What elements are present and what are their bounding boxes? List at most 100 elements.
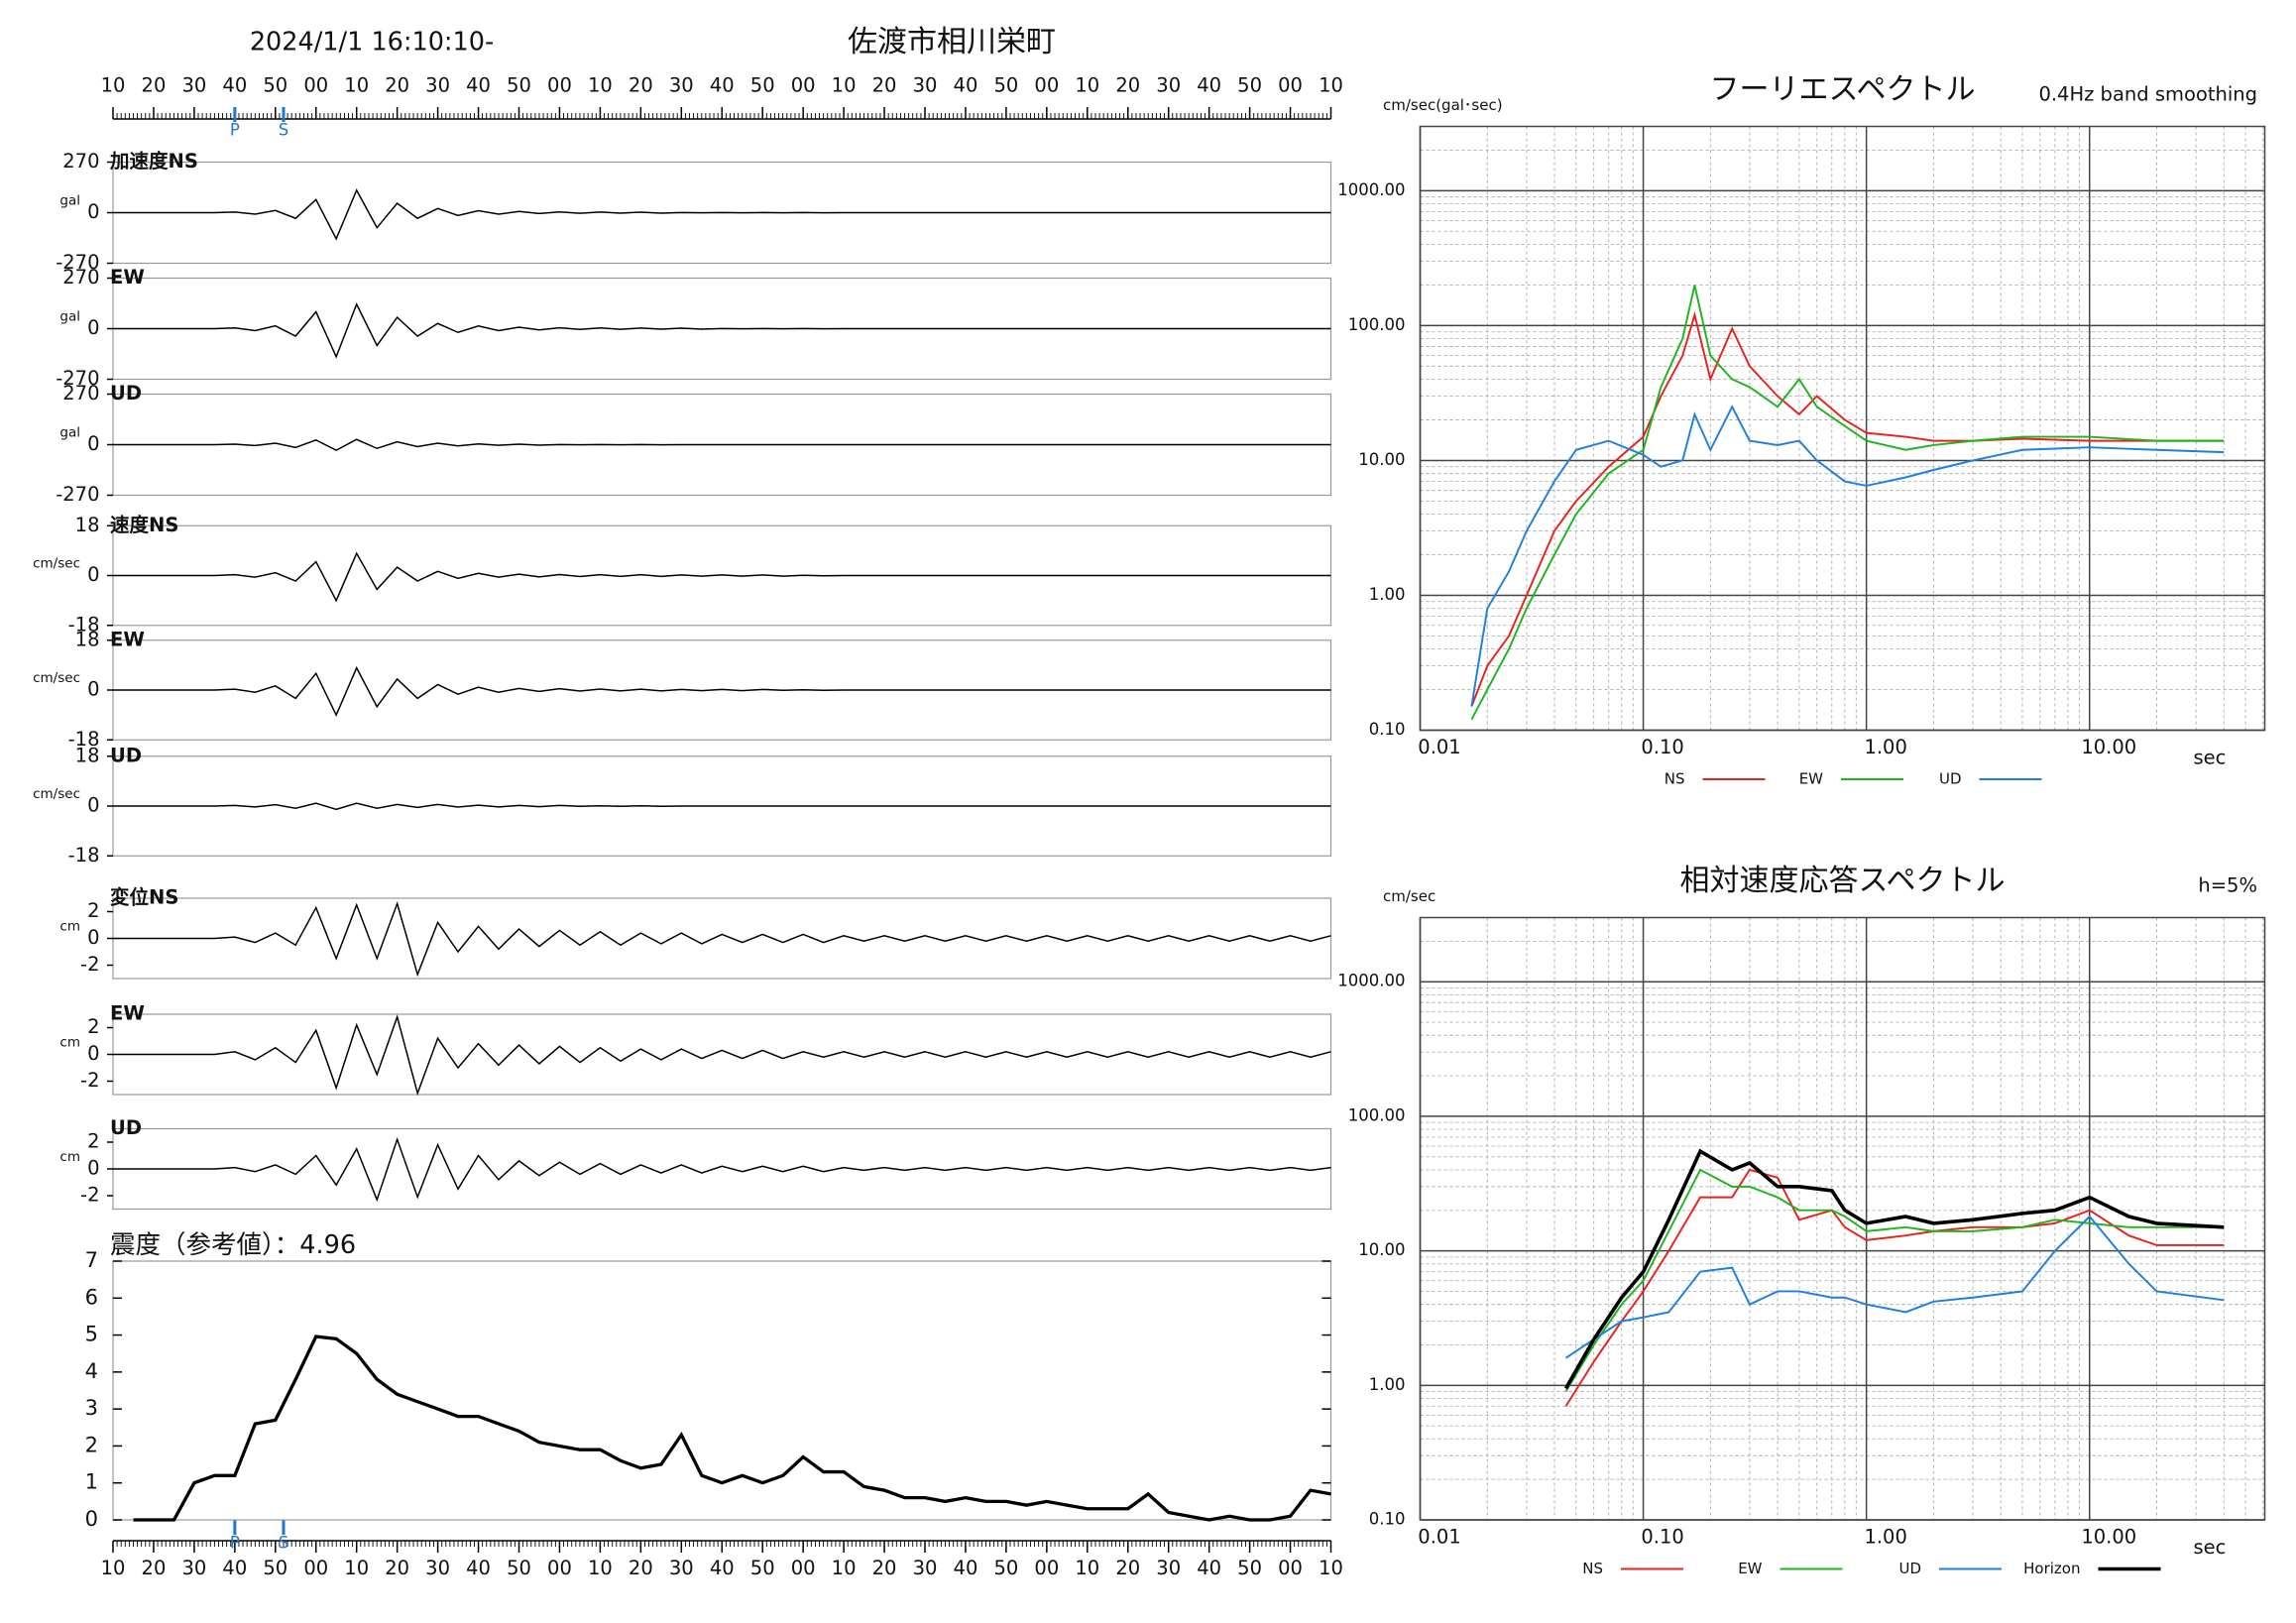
- x-tick-label: 10.00: [2081, 736, 2136, 758]
- y-tick-label: 0.10: [1369, 720, 1406, 739]
- x-tick-label: 00: [1278, 74, 1303, 97]
- unit-label: gal: [59, 193, 80, 209]
- phase-label: S: [279, 1534, 288, 1553]
- x-tick-label: 50: [750, 74, 775, 97]
- legend-label: NS: [1582, 1560, 1603, 1577]
- waveform: [113, 438, 1331, 452]
- y-tick-label: 18: [75, 744, 100, 766]
- x-tick-label: 20: [1115, 1557, 1140, 1579]
- y-tick-label: 18: [75, 628, 100, 650]
- plot-frame: [1419, 125, 2266, 732]
- panel-label: EW: [110, 266, 145, 289]
- x-tick-label: 0.01: [1418, 736, 1460, 758]
- panel-frame: [112, 1013, 1332, 1096]
- y-tick-label: 0: [87, 432, 99, 455]
- x-tick-label: 10: [344, 1557, 369, 1579]
- x-tick-label: 00: [791, 1557, 816, 1579]
- panel-label: UD: [110, 744, 142, 766]
- x-tick-label: 10: [101, 74, 126, 97]
- unit-label: gal: [59, 309, 80, 325]
- y-tick-label: 2: [87, 1015, 99, 1038]
- x-tick-label: 50: [1237, 74, 1262, 97]
- x-tick-label: 30: [425, 1557, 450, 1579]
- x-tick-label: 50: [263, 1557, 287, 1579]
- x-tick-label: 40: [466, 74, 491, 97]
- x-tick-label: 40: [954, 74, 978, 97]
- waveform: [113, 551, 1331, 603]
- x-tick-label: 20: [872, 1557, 897, 1579]
- x-tick-label: 30: [181, 74, 206, 97]
- panel-label: 加速度NS: [109, 150, 198, 173]
- phase-label: S: [279, 121, 288, 140]
- y-tick-label: 0: [87, 1042, 99, 1065]
- y-tick-label: 270: [62, 266, 99, 289]
- x-tick-label: 20: [1115, 74, 1140, 97]
- phase-label: P: [230, 1534, 240, 1553]
- intensity-title: 震度（参考値）：4.96: [110, 1230, 356, 1260]
- chart-title: 2024/1/1 16:10:10-: [250, 28, 494, 58]
- y-tick-label: -270: [56, 367, 99, 390]
- x-tick-label: 20: [385, 1557, 409, 1579]
- x-tick-label: 0.10: [1641, 1526, 1683, 1549]
- y-tick-label: 0: [87, 926, 99, 949]
- y-tick-label: 1.00: [1369, 585, 1406, 604]
- legend-label: NS: [1665, 770, 1685, 788]
- y-tick-label: 1: [85, 1470, 98, 1494]
- x-tick-label: 10.00: [2081, 1526, 2136, 1549]
- legend-label: UD: [1898, 1560, 1921, 1577]
- waveform: [113, 188, 1331, 241]
- y-tick-label: -18: [68, 613, 100, 636]
- y-tick-label: -2: [80, 1069, 99, 1092]
- waveform: [113, 302, 1331, 359]
- x-tick-label: 50: [993, 74, 1018, 97]
- y-tick-label: 0.10: [1369, 1510, 1406, 1529]
- unit-label: cm: [59, 1149, 80, 1165]
- waveform: [113, 900, 1331, 978]
- unit-label: cm/sec: [33, 556, 80, 572]
- y-tick-label: 100.00: [1348, 1105, 1406, 1124]
- y-tick-label: -18: [68, 728, 100, 751]
- x-tick-label: 00: [1034, 74, 1059, 97]
- x-tick-label: 10: [1319, 1557, 1343, 1579]
- unit-label: cm/sec: [33, 786, 80, 802]
- y-tick-label: 18: [75, 514, 100, 536]
- x-tick-label: 00: [547, 74, 572, 97]
- waveform: [113, 665, 1331, 718]
- x-tick-label: 30: [913, 74, 938, 97]
- x-tick-label: 0.01: [1418, 1526, 1460, 1549]
- x-tick-label: 50: [263, 74, 287, 97]
- intensity-frame: [112, 1260, 1332, 1521]
- x-tick-label: 10: [344, 74, 369, 97]
- intensity-value: 4.96: [299, 1230, 356, 1260]
- spectrum-line: [1564, 1168, 2225, 1393]
- spectrum-line: [1470, 310, 2225, 707]
- panel-label: UD: [110, 1116, 142, 1139]
- y-tick-label: -2: [80, 953, 99, 976]
- y-tick-label: 5: [85, 1323, 98, 1346]
- x-tick-label: 50: [993, 1557, 1018, 1579]
- panel-frame: [112, 1127, 1332, 1211]
- y-tick-label: 1.00: [1369, 1375, 1406, 1394]
- legend-label: EW: [1799, 770, 1823, 788]
- unit-label: cm/sec: [33, 670, 80, 686]
- x-tick-label: 30: [1156, 74, 1181, 97]
- location: 佐渡市相川栄町: [848, 25, 1056, 59]
- x-tick-label: 40: [1197, 74, 1221, 97]
- waveform: [113, 802, 1331, 811]
- x-tick-label: 40: [710, 74, 735, 97]
- panel-label: EW: [110, 1002, 145, 1025]
- x-tick-label: 50: [1237, 1557, 1262, 1579]
- x-tick-label: 1.00: [1864, 736, 1906, 758]
- x-axis-label: sec: [2194, 1536, 2227, 1559]
- y-tick-label: 3: [85, 1396, 98, 1420]
- chart-subtitle: h=5%: [2198, 874, 2257, 897]
- y-tick-label: 0: [87, 794, 99, 817]
- intensity-line: [133, 1334, 1331, 1522]
- y-tick-label: 6: [85, 1285, 98, 1309]
- y-tick-label: 1000.00: [1337, 972, 1405, 990]
- x-tick-label: 0.10: [1641, 736, 1683, 758]
- waveform: [113, 1137, 1331, 1203]
- spectrum-line: [1564, 1215, 2225, 1359]
- x-tick-label: 00: [1278, 1557, 1303, 1579]
- plot-frame: [1419, 916, 2266, 1521]
